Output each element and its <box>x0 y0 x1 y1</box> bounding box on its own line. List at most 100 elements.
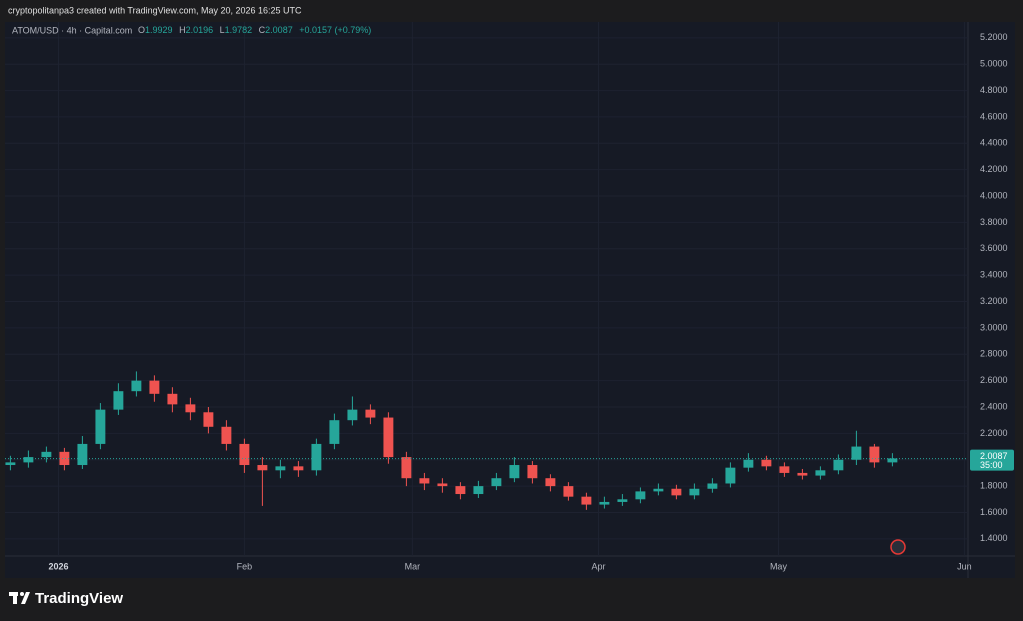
candle-body <box>401 457 412 479</box>
legend-label: H <box>179 25 186 35</box>
candle-body <box>437 483 448 487</box>
candle-body <box>95 409 106 444</box>
logo-mark <box>21 592 30 604</box>
y-tick-label: 4.2000 <box>980 164 1008 174</box>
y-tick-label: 1.4000 <box>980 533 1008 543</box>
y-tick-label: 2.6000 <box>980 375 1008 385</box>
x-tick-label: Mar <box>405 561 421 571</box>
chart-panel <box>5 22 1015 578</box>
y-tick-label: 1.8000 <box>980 480 1008 490</box>
candle-body <box>599 501 610 505</box>
y-tick-label: 5.0000 <box>980 59 1008 69</box>
x-tick-label: Jun <box>957 561 972 571</box>
candle-body <box>833 459 844 471</box>
candle-body <box>851 446 862 460</box>
candle-body <box>257 465 268 471</box>
y-tick-label: 4.0000 <box>980 190 1008 200</box>
event-flag[interactable] <box>890 539 906 555</box>
logo-mark <box>13 592 17 604</box>
y-tick-label: 3.8000 <box>980 217 1008 227</box>
legend-value: 2.0087 <box>265 25 293 35</box>
candle-body <box>311 443 322 471</box>
candle-body <box>113 391 124 410</box>
x-tick-label: 2026 <box>48 561 68 571</box>
candle-body <box>23 457 34 463</box>
candle-body <box>131 380 142 392</box>
y-tick-label: 2.4000 <box>980 401 1008 411</box>
candle-body <box>203 412 214 427</box>
candle-body <box>779 466 790 473</box>
legend-label: C <box>259 25 266 35</box>
y-tick-label: 3.2000 <box>980 296 1008 306</box>
price-tag-value: 2.0087 <box>980 451 1008 461</box>
candle-body <box>329 420 340 444</box>
y-tick-label: 2.8000 <box>980 349 1008 359</box>
price-tag <box>970 449 1014 471</box>
legend-change: +0.0157 (+0.79%) <box>299 25 371 35</box>
legend-label: O <box>138 25 145 35</box>
y-tick-label: 3.4000 <box>980 270 1008 280</box>
y-tick-label: 3.6000 <box>980 243 1008 253</box>
candle-body <box>365 409 376 418</box>
y-tick-label: 4.8000 <box>980 85 1008 95</box>
y-tick-label: 2.2000 <box>980 428 1008 438</box>
brand-logo <box>9 592 30 604</box>
candle-body <box>617 499 628 502</box>
y-tick-label: 4.4000 <box>980 138 1008 148</box>
x-tick-label: Feb <box>237 561 253 571</box>
ohlc-legend: O1.9929 H2.0196 L1.9782 C2.0087 +0.0157 … <box>138 25 371 35</box>
candle-body <box>887 458 898 463</box>
candle-body <box>527 465 538 479</box>
header-text: cryptopolitanpa3 created with TradingVie… <box>8 5 302 15</box>
logo-mark <box>20 592 24 596</box>
candle-body <box>509 465 520 479</box>
candle-body <box>869 446 880 463</box>
candle-body <box>635 491 646 500</box>
candle-body <box>167 393 178 405</box>
candle-body <box>221 426 232 444</box>
legend-value: 1.9782 <box>225 25 253 35</box>
plot: 1.40001.60001.80002.00002.20002.40002.60… <box>5 22 1014 571</box>
candle-body <box>707 483 718 489</box>
candle-body <box>59 451 70 466</box>
candle-body <box>419 478 430 484</box>
chart-title: ATOM/USD · 4h · Capital.com <box>12 25 132 35</box>
candle-body <box>5 462 16 466</box>
price-tag-countdown: 35:00 <box>980 460 1003 470</box>
candle-body <box>761 459 772 467</box>
candle-body <box>671 488 682 496</box>
candle-body <box>581 496 592 505</box>
candle-body <box>383 417 394 458</box>
candle-body <box>347 409 358 421</box>
candle-body <box>455 486 466 495</box>
candle-body <box>149 380 160 394</box>
brand-name: TradingView <box>35 590 123 607</box>
candle-body <box>743 459 754 468</box>
candle-body <box>473 486 484 495</box>
candle-body <box>797 472 808 476</box>
legend-value: 1.9929 <box>145 25 173 35</box>
y-tick-label: 4.6000 <box>980 111 1008 121</box>
candle-body <box>41 451 52 458</box>
candle-body <box>815 470 826 476</box>
candle-body <box>491 478 502 487</box>
x-tick-label: May <box>770 561 788 571</box>
y-tick-label: 3.0000 <box>980 322 1008 332</box>
legend-label: L <box>220 25 225 35</box>
candle-body <box>275 466 286 471</box>
candle-body <box>185 404 196 413</box>
candle-body <box>563 486 574 497</box>
candle-body <box>293 466 304 471</box>
legend-value: 2.0196 <box>186 25 214 35</box>
candle-body <box>77 443 88 466</box>
candle-body <box>545 478 556 487</box>
y-tick-label: 1.6000 <box>980 507 1008 517</box>
y-tick-label: 5.2000 <box>980 32 1008 42</box>
x-tick-label: Apr <box>591 561 605 571</box>
candle-body <box>653 488 664 492</box>
candle-body <box>239 443 250 466</box>
candle-body <box>689 488 700 496</box>
candle-body <box>725 467 736 484</box>
